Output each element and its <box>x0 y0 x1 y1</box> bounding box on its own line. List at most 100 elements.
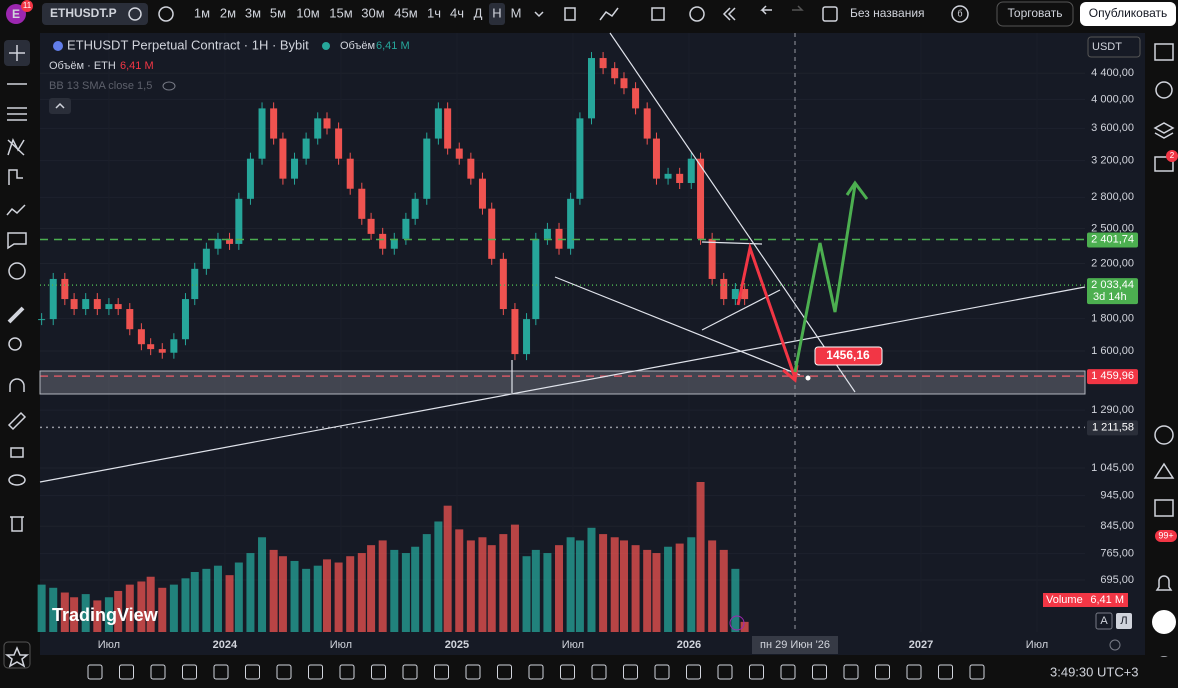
interval[interactable]: 4ч <box>450 5 464 20</box>
interval[interactable]: 3м <box>245 5 261 20</box>
drawing-tool[interactable] <box>560 664 575 680</box>
interval-active[interactable] <box>489 3 505 25</box>
drawing-tool[interactable] <box>434 664 449 680</box>
drawing-tool[interactable] <box>308 664 323 680</box>
alert-icon[interactable] <box>689 6 705 22</box>
drawing-tool[interactable] <box>938 664 953 680</box>
drawing-tool[interactable] <box>843 664 859 680</box>
interval[interactable]: 1м <box>194 5 210 20</box>
drawing-tool[interactable] <box>276 664 292 680</box>
volume-bar <box>225 575 234 632</box>
trend-line[interactable] <box>701 241 763 245</box>
drawing-tool[interactable] <box>497 664 512 680</box>
drawing-tool[interactable] <box>591 664 607 680</box>
candle <box>105 304 113 310</box>
interval[interactable]: 10м <box>296 5 319 20</box>
indicators-icon[interactable] <box>599 7 619 21</box>
trend-line[interactable] <box>609 32 856 393</box>
interval[interactable]: 5м <box>270 5 286 20</box>
log-scale[interactable] <box>1116 613 1132 629</box>
compare-icon[interactable] <box>128 7 142 21</box>
interval[interactable]: 1ч <box>427 5 441 20</box>
layout-name[interactable]: Без названия <box>850 6 925 20</box>
drawing-tool[interactable] <box>245 664 260 680</box>
interval[interactable]: Н <box>492 5 501 20</box>
candle <box>82 299 90 310</box>
text-tool[interactable] <box>7 232 27 250</box>
target-icon[interactable] <box>1154 425 1174 445</box>
trend-line[interactable] <box>554 276 801 376</box>
publish-button[interactable] <box>1080 2 1176 26</box>
drawing-tool[interactable] <box>339 664 355 680</box>
watchlist-icon[interactable] <box>1154 43 1174 61</box>
drawing-tool[interactable] <box>182 664 197 680</box>
trash-tool[interactable] <box>10 516 24 532</box>
draw-lock-tool[interactable] <box>7 411 27 431</box>
fib-tool[interactable] <box>7 107 27 121</box>
drawing-tool[interactable] <box>749 664 764 680</box>
drawing-tool[interactable] <box>906 664 922 680</box>
drawing-tool[interactable] <box>780 664 796 680</box>
forecast-tool[interactable] <box>8 169 23 185</box>
interval[interactable]: 30м <box>361 5 384 20</box>
interval[interactable]: 15м <box>329 5 352 20</box>
drawing-tool[interactable] <box>875 664 890 680</box>
favorites[interactable] <box>3 641 31 669</box>
trade-button[interactable] <box>996 1 1074 27</box>
pattern-tool[interactable] <box>7 138 25 156</box>
clock-icon[interactable] <box>1155 81 1173 99</box>
callout-box[interactable] <box>814 346 883 366</box>
legend-volume-value: 6,41 M <box>376 40 410 52</box>
drawing-tool[interactable] <box>812 664 827 680</box>
magnet-tool[interactable] <box>9 378 25 392</box>
drawing-tool[interactable] <box>686 664 701 680</box>
add-icon[interactable] <box>158 6 174 22</box>
interval[interactable]: 45м <box>394 5 417 20</box>
interval[interactable]: Д <box>474 5 483 20</box>
dropdown[interactable] <box>534 11 544 18</box>
checkbox[interactable] <box>822 6 838 22</box>
interval[interactable]: 2м <box>220 5 236 20</box>
avatar[interactable] <box>6 4 26 24</box>
trend-line[interactable] <box>39 286 1086 483</box>
drawing-tool[interactable] <box>402 664 418 680</box>
drawing-tool[interactable] <box>654 664 670 680</box>
interval[interactable]: М <box>511 5 522 20</box>
brush-tool[interactable] <box>6 204 26 216</box>
drawing-tool[interactable] <box>717 664 733 680</box>
candle <box>532 238 540 320</box>
lock-tool[interactable] <box>10 447 24 458</box>
drawing-tool[interactable] <box>465 664 481 680</box>
auto-scale[interactable] <box>1095 612 1113 630</box>
ruler-tool[interactable] <box>7 306 25 324</box>
drawing-tool[interactable] <box>150 664 166 680</box>
drawing-tool[interactable] <box>213 664 229 680</box>
crosshair-tool[interactable] <box>9 45 25 61</box>
zoom-tool[interactable] <box>8 337 22 351</box>
flash-icon[interactable] <box>729 615 745 631</box>
apps-button[interactable] <box>1152 610 1176 634</box>
layers-icon[interactable] <box>1153 122 1175 139</box>
volume-bar <box>346 556 355 632</box>
emoji-tool[interactable] <box>8 262 26 280</box>
drawing-tool[interactable] <box>623 664 638 680</box>
undo-icon[interactable] <box>760 5 772 15</box>
drawing-tool[interactable] <box>969 664 985 680</box>
drawing-tool[interactable] <box>119 664 134 680</box>
eye-tool[interactable] <box>8 474 26 486</box>
calendar-icon[interactable] <box>1154 499 1174 517</box>
drawing-tool[interactable] <box>87 664 103 680</box>
drawing-tool[interactable] <box>528 664 544 680</box>
collapse-button[interactable] <box>49 98 71 114</box>
replay-icon[interactable] <box>722 7 736 21</box>
drawing-tool[interactable] <box>371 664 386 680</box>
chart-type-icon[interactable] <box>564 7 576 21</box>
hidden-eye[interactable] <box>162 81 176 91</box>
currency-box[interactable] <box>1087 36 1141 58</box>
bell-icon[interactable] <box>1155 575 1173 591</box>
chat-icon[interactable] <box>1154 156 1174 172</box>
symbol-box[interactable] <box>42 3 148 25</box>
settings-icon[interactable] <box>1109 639 1121 651</box>
layout-icon[interactable] <box>651 7 665 21</box>
delta-icon[interactable] <box>1153 462 1175 479</box>
